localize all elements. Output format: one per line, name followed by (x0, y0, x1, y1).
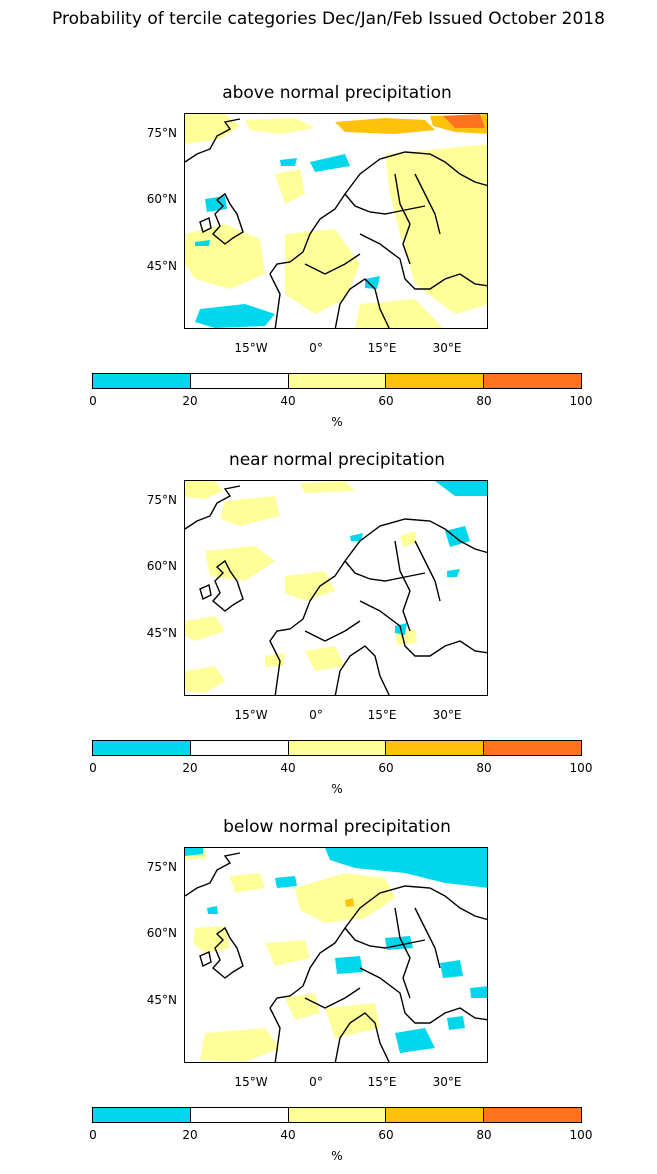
lat-label-75: 75°N (146, 126, 177, 140)
lon-label-15e: 15°E (367, 708, 397, 722)
lon-label-15w: 15°W (234, 1075, 268, 1089)
colorbar (92, 1107, 582, 1123)
colorbar-segment (190, 374, 289, 388)
colorbar-tick: 100 (569, 394, 593, 408)
lon-label-15e: 15°E (367, 341, 397, 355)
lat-label-45: 45°N (146, 259, 177, 273)
colorbar-segment (93, 1108, 191, 1122)
colorbar (92, 740, 582, 756)
colorbar-segment (484, 1108, 581, 1122)
colorbar-segment (386, 1108, 485, 1122)
colorbar-tick: 60 (378, 394, 394, 408)
probability-fill-layer (185, 848, 487, 1062)
panel-title: above normal precipitation (222, 83, 452, 103)
map-below-normal (184, 847, 488, 1063)
colorbar-tick: 60 (378, 1128, 394, 1142)
probability-fill-layer (185, 114, 487, 328)
lon-label-15w: 15°W (234, 341, 268, 355)
lat-label-45: 45°N (146, 626, 177, 640)
colorbar-tick: 0 (89, 394, 97, 408)
figure-title: Probability of tercile categories Dec/Ja… (52, 9, 605, 29)
colorbar-segment (190, 741, 289, 755)
colorbar-tick: 0 (89, 1128, 97, 1142)
lat-label-45: 45°N (146, 993, 177, 1007)
colorbar-tick: 20 (182, 761, 198, 775)
lon-label-15w: 15°W (234, 708, 268, 722)
lat-label-60: 60°N (146, 192, 177, 206)
colorbar-tick: 0 (89, 761, 97, 775)
map-near-normal (184, 480, 488, 696)
colorbar-segment (386, 741, 485, 755)
colorbar-tick: 80 (476, 1128, 492, 1142)
colorbar-tick: 40 (280, 761, 296, 775)
colorbar-tick: 20 (182, 1128, 198, 1142)
lon-label-0: 0° (309, 708, 323, 722)
colorbar-segment (386, 374, 485, 388)
coastline-layer (185, 852, 487, 1062)
colorbar (92, 373, 582, 389)
colorbar-segment (288, 374, 387, 388)
colorbar-segment (93, 741, 191, 755)
colorbar-tick: 80 (476, 394, 492, 408)
colorbar-segment (190, 1108, 289, 1122)
colorbar-unit: % (331, 782, 343, 796)
colorbar-segment (288, 1108, 387, 1122)
colorbar-tick: 100 (569, 1128, 593, 1142)
panel-title: below normal precipitation (223, 817, 451, 837)
lon-label-0: 0° (309, 1075, 323, 1089)
colorbar-tick: 40 (280, 1128, 296, 1142)
lat-label-75: 75°N (146, 493, 177, 507)
probability-fill-layer (185, 481, 487, 693)
lon-label-0: 0° (309, 341, 323, 355)
lon-label-15e: 15°E (367, 1075, 397, 1089)
lat-label-75: 75°N (146, 860, 177, 874)
lon-label-30e: 30°E (432, 1075, 462, 1089)
colorbar-segment (484, 374, 581, 388)
panel-title: near normal precipitation (228, 450, 446, 470)
colorbar-tick: 20 (182, 394, 198, 408)
colorbar-tick: 80 (476, 761, 492, 775)
colorbar-tick: 40 (280, 394, 296, 408)
colorbar-unit: % (331, 415, 343, 429)
lat-label-60: 60°N (146, 559, 177, 573)
map-above-normal (184, 113, 488, 329)
colorbar-unit: % (331, 1149, 343, 1163)
lon-label-30e: 30°E (432, 341, 462, 355)
colorbar-tick: 60 (378, 761, 394, 775)
colorbar-segment (484, 741, 581, 755)
coastline-layer (185, 485, 487, 695)
colorbar-segment (93, 374, 191, 388)
colorbar-tick: 100 (569, 761, 593, 775)
coastline-layer (185, 118, 487, 328)
lon-label-30e: 30°E (432, 708, 462, 722)
lat-label-60: 60°N (146, 926, 177, 940)
colorbar-segment (288, 741, 387, 755)
